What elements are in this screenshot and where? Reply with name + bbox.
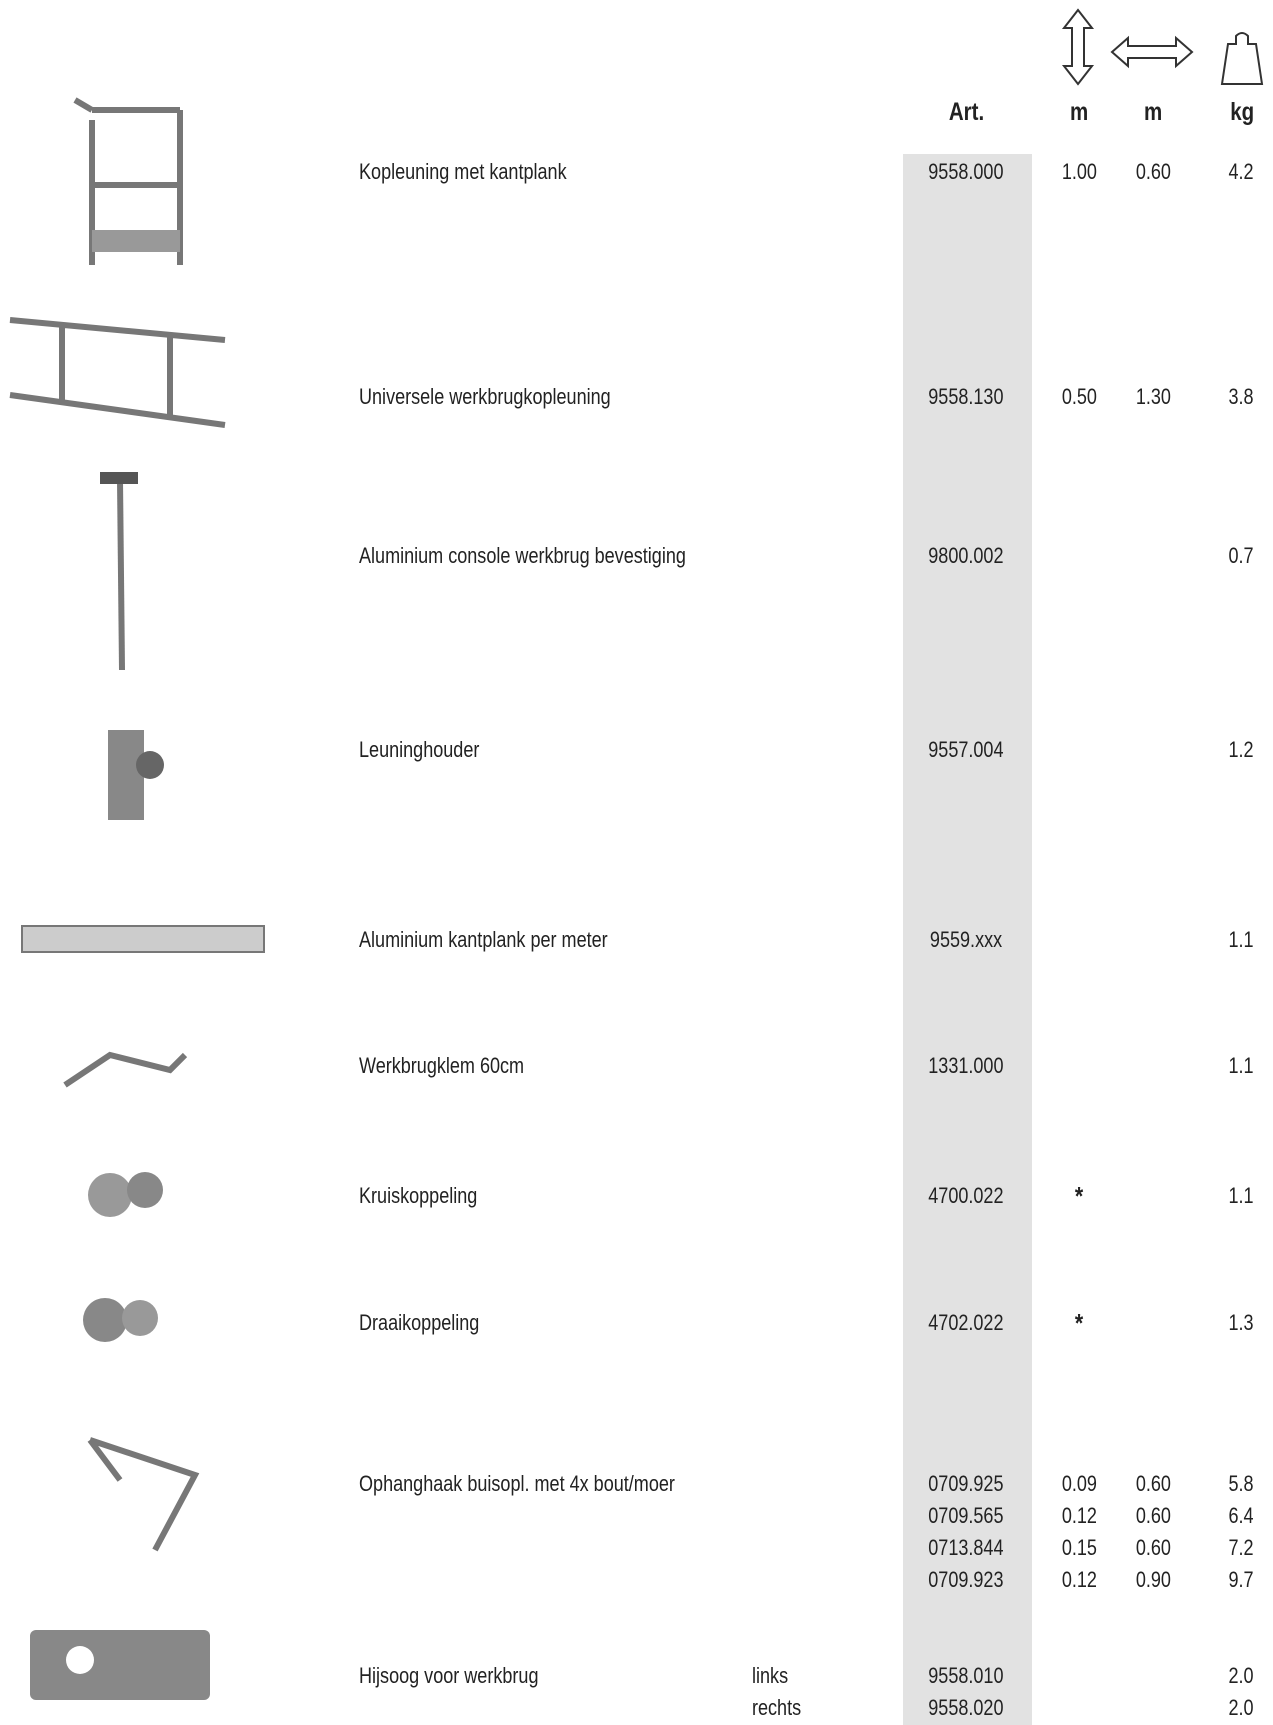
illustrations	[0, 0, 1273, 1725]
weight: 1.3	[1229, 1310, 1254, 1336]
product-name: Aluminium kantplank per meter	[359, 927, 608, 953]
product-name: Aluminium console werkbrug bevestiging	[359, 543, 686, 569]
article-number: 0709.925	[928, 1471, 1003, 1497]
width: 0.90	[1135, 1567, 1170, 1593]
article-number: 9557.004	[928, 737, 1003, 763]
product-photos	[10, 100, 264, 1700]
article-number: 9558.130	[928, 384, 1003, 410]
weight: 4.2	[1229, 159, 1254, 185]
product-name: Draaikoppeling	[359, 1310, 479, 1336]
weight: 1.1	[1229, 927, 1254, 953]
variant: links	[752, 1663, 788, 1689]
article-number: 9558.020	[928, 1695, 1003, 1721]
header-icons	[1064, 10, 1262, 84]
product-name: Kruiskoppeling	[359, 1183, 477, 1209]
product-name: Hijsoog voor werkbrug	[359, 1663, 538, 1689]
weight: 2.0	[1229, 1663, 1254, 1689]
height: 0.09	[1061, 1471, 1096, 1497]
product-name: Leuninghouder	[359, 737, 479, 763]
width: 0.60	[1135, 159, 1170, 185]
header-art: Art.	[948, 99, 983, 125]
header-width-unit: m	[1144, 99, 1162, 125]
article-number: 9558.000	[928, 159, 1003, 185]
product-name: Werkbrugklem 60cm	[359, 1053, 524, 1079]
article-number: 4702.022	[928, 1310, 1003, 1336]
weight: 9.7	[1229, 1567, 1254, 1593]
variant: rechts	[752, 1695, 801, 1721]
header-weight-unit: kg	[1230, 99, 1254, 125]
weight: 0.7	[1229, 543, 1254, 569]
article-number: 9558.010	[928, 1663, 1003, 1689]
width: 0.60	[1135, 1471, 1170, 1497]
weight: 5.8	[1229, 1471, 1254, 1497]
weight: 7.2	[1229, 1535, 1254, 1561]
height: 0.12	[1061, 1567, 1096, 1593]
weight: 1.1	[1229, 1183, 1254, 1209]
catalog-page: Art. m m kg Kopleuning met kantplank 9558.000…	[0, 0, 1273, 1725]
article-number: 9559.xxx	[930, 927, 1002, 953]
weight: 1.1	[1229, 1053, 1254, 1079]
width: 0.60	[1135, 1503, 1170, 1529]
weight: 6.4	[1229, 1503, 1254, 1529]
weight: 1.2	[1229, 737, 1254, 763]
height: *	[1075, 1183, 1083, 1209]
article-number: 0709.565	[928, 1503, 1003, 1529]
product-name: Universele werkbrugkopleuning	[359, 384, 611, 410]
product-name: Ophanghaak buisopl. met 4x bout/moer	[359, 1471, 675, 1497]
height: 0.12	[1061, 1503, 1096, 1529]
height: 0.15	[1061, 1535, 1096, 1561]
width: 1.30	[1135, 384, 1170, 410]
header-height-unit: m	[1070, 99, 1088, 125]
article-number: 0709.923	[928, 1567, 1003, 1593]
weight: 2.0	[1229, 1695, 1254, 1721]
width: 0.60	[1135, 1535, 1170, 1561]
article-number: 4700.022	[928, 1183, 1003, 1209]
height: *	[1075, 1310, 1083, 1336]
article-number: 1331.000	[928, 1053, 1003, 1079]
weight: 3.8	[1229, 384, 1254, 410]
article-number: 0713.844	[928, 1535, 1003, 1561]
height: 1.00	[1061, 159, 1096, 185]
height: 0.50	[1061, 384, 1096, 410]
product-name: Kopleuning met kantplank	[359, 159, 567, 185]
article-number: 9800.002	[928, 543, 1003, 569]
